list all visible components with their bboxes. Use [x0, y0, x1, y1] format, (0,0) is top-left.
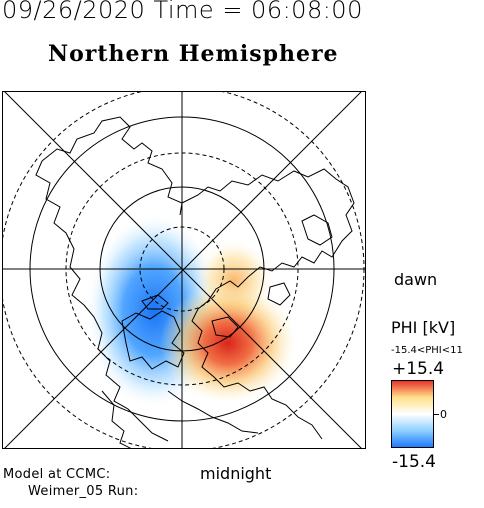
colorbar-zero-label: 0	[440, 408, 447, 421]
dawn-label: dawn	[394, 270, 438, 289]
midnight-label: midnight	[200, 464, 272, 483]
colorbar-title: PHI [kV]	[391, 318, 456, 337]
positive-cell	[160, 283, 296, 403]
map-frame	[2, 91, 366, 449]
graticule	[2, 91, 366, 449]
colorbar-zero-tick	[434, 414, 439, 415]
model-line-2: Weimer_05 Run:	[28, 484, 139, 499]
coastlines	[35, 116, 355, 449]
hemisphere-title: Northern Hemisphere	[48, 41, 339, 67]
colorbar-min-label: -15.4	[392, 452, 436, 472]
polar-potential-map	[2, 91, 366, 449]
potential-pattern	[86, 213, 296, 409]
colorbar	[391, 380, 434, 448]
colorbar-range: -15.4<PHI<11	[391, 345, 463, 356]
model-line-1: Model at CCMC:	[3, 467, 111, 482]
colorbar-max-label: +15.4	[392, 359, 445, 379]
datetime-header: 09/26/2020 Time = 06:08:00	[2, 0, 363, 24]
